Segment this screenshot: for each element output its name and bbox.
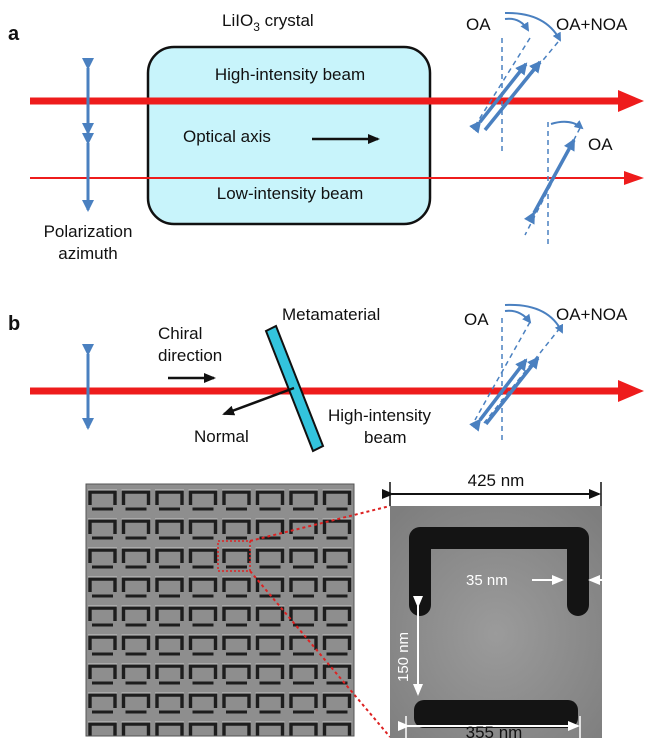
normal-arrow xyxy=(222,386,295,416)
oa-noa-b-label: OA+NOA xyxy=(556,305,628,324)
low-beam-arrowhead xyxy=(624,171,644,185)
dim-150-label: 150 nm xyxy=(395,632,412,682)
zoom-line-bottom xyxy=(249,570,391,738)
chiral-label-line2: direction xyxy=(158,346,222,365)
metamaterial-label: Metamaterial xyxy=(282,305,380,324)
crystal-box xyxy=(146,45,432,226)
oa-b-label: OA xyxy=(464,310,489,329)
high-beam-b-line2: beam xyxy=(364,428,407,447)
high-beam-b-line1: High-intensity xyxy=(328,406,431,425)
chiral-label-line1: Chiral xyxy=(158,324,202,343)
high-beam-arrowhead xyxy=(618,90,644,112)
panel-b-rotation-diagram xyxy=(469,303,564,442)
normal-label: Normal xyxy=(194,427,249,446)
crystal-label: LiIO3 crystal xyxy=(222,11,314,34)
panel-b-letter: b xyxy=(8,313,20,335)
panel-a: a LiIO3 crystal High-intensity beam Opti… xyxy=(8,11,644,263)
high-beam-label: High-intensity beam xyxy=(215,65,365,84)
zoom-line-top xyxy=(249,505,391,542)
oa-upper-label: OA xyxy=(466,15,491,34)
dim-355-label: 355 nm xyxy=(466,723,523,742)
panel-b: b Metamaterial Chiral direction Normal H… xyxy=(8,303,644,453)
panel-a-letter: a xyxy=(8,23,20,45)
zoom-selection-box xyxy=(217,540,251,572)
sem-zoomed-unit: 425 nm 35 nm 150 nm xyxy=(382,471,602,740)
sem-micrograph-array xyxy=(85,483,355,737)
polarization-label-line1: Polarization xyxy=(44,222,133,241)
low-beam-label: Low-intensity beam xyxy=(217,184,363,203)
optical-axis-label: Optical axis xyxy=(183,127,271,146)
metamaterial-slab xyxy=(264,324,325,453)
dim-425-label: 425 nm xyxy=(468,471,525,490)
upper-rotation-diagram xyxy=(469,11,561,152)
panel-b-beam-arrowhead xyxy=(618,380,644,402)
oa-noa-upper-label: OA+NOA xyxy=(556,15,628,34)
lower-rotation-diagram xyxy=(523,120,584,246)
dim-35-label: 35 nm xyxy=(466,572,508,589)
polarization-label-line2: azimuth xyxy=(58,244,118,263)
oa-lower-label: OA xyxy=(588,135,613,154)
